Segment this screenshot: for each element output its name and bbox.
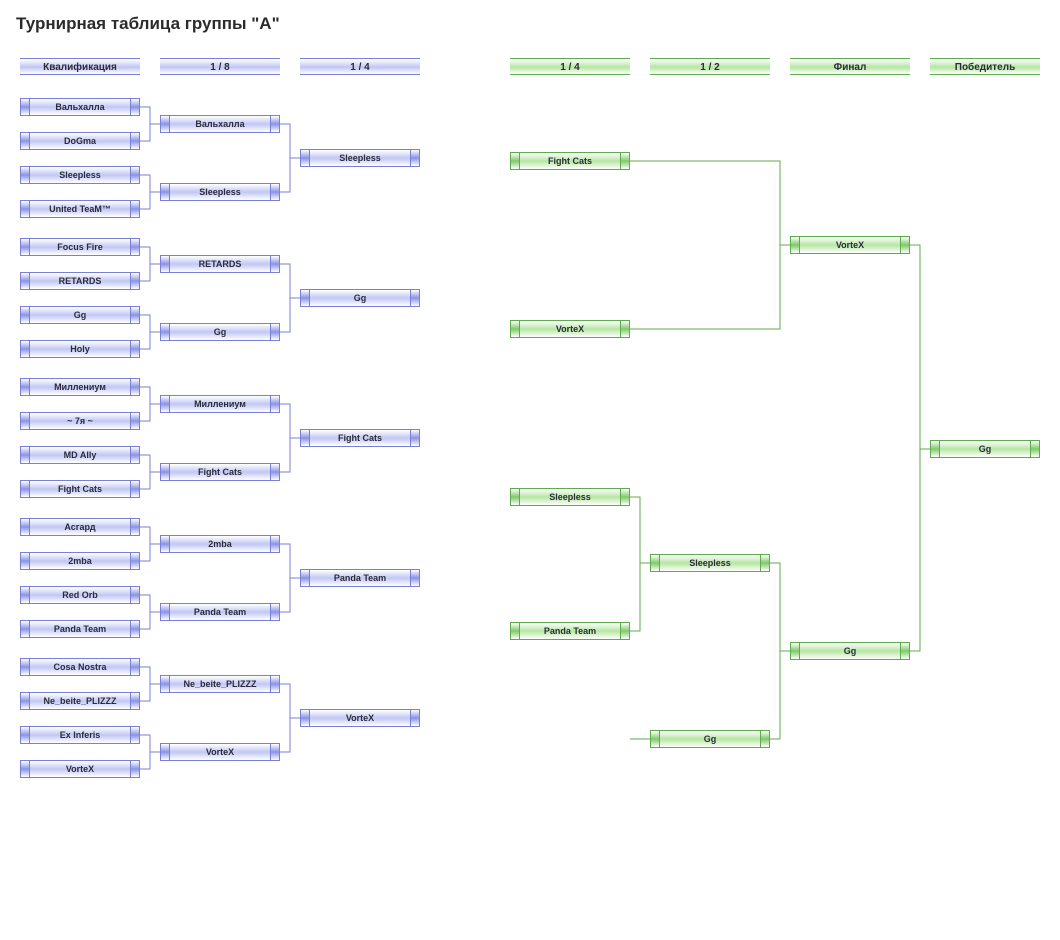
bracket-node-label: Panda Team	[170, 607, 270, 617]
round-header: Финал	[790, 58, 910, 75]
bracket-node-r8-1[interactable]: Gg	[300, 289, 420, 307]
bracket-node-label: Вальхалла	[30, 102, 130, 112]
bracket-node-qf-1[interactable]: VorteX	[510, 320, 630, 338]
bracket-node-label: Асгард	[30, 522, 130, 532]
bracket-node-label: Sleepless	[30, 170, 130, 180]
bracket-node-label: Ne_beite_PLIZZZ	[30, 696, 130, 706]
bracket-node-label: RETARDS	[30, 276, 130, 286]
bracket-node-label: Sleepless	[660, 558, 760, 568]
bracket-node-qf-2[interactable]: Sleepless	[510, 488, 630, 506]
bracket-node-qual-0-3[interactable]: United TeaM™	[20, 200, 140, 218]
bracket-node-sf-1[interactable]: Gg	[650, 730, 770, 748]
bracket-node-r16-4-0[interactable]: Ne_beite_PLIZZZ	[160, 675, 280, 693]
round-header: Победитель	[930, 58, 1040, 75]
bracket-node-qual-1-1[interactable]: RETARDS	[20, 272, 140, 290]
bracket-node-qual-2-0[interactable]: Миллениум	[20, 378, 140, 396]
bracket-node-label: Fight Cats	[170, 467, 270, 477]
bracket-node-label: Fight Cats	[30, 484, 130, 494]
bracket-node-final-1[interactable]: Gg	[790, 642, 910, 660]
bracket-node-label: Gg	[800, 646, 900, 656]
bracket-node-label: Panda Team	[520, 626, 620, 636]
bracket-node-qual-0-2[interactable]: Sleepless	[20, 166, 140, 184]
round-header: Квалификация	[20, 58, 140, 75]
bracket-node-label: Focus Fire	[30, 242, 130, 252]
bracket-node-label: Gg	[660, 734, 760, 744]
bracket-node-label: United TeaM™	[30, 204, 130, 214]
round-header: 1 / 4	[510, 58, 630, 75]
bracket-node-r8-0[interactable]: Sleepless	[300, 149, 420, 167]
round-header: 1 / 2	[650, 58, 770, 75]
bracket-node-final-0[interactable]: VorteX	[790, 236, 910, 254]
bracket-node-label: Holy	[30, 344, 130, 354]
bracket-node-qual-3-2[interactable]: Red Orb	[20, 586, 140, 604]
bracket-node-r16-3-0[interactable]: 2mba	[160, 535, 280, 553]
bracket-node-qual-3-3[interactable]: Panda Team	[20, 620, 140, 638]
bracket-node-label: Panda Team	[310, 573, 410, 583]
bracket-node-qual-4-0[interactable]: Cosa Nostra	[20, 658, 140, 676]
bracket-node-label: 2mba	[170, 539, 270, 549]
round-header: 1 / 4	[300, 58, 420, 75]
bracket-node-qual-1-2[interactable]: Gg	[20, 306, 140, 324]
bracket-node-label: Gg	[310, 293, 410, 303]
bracket-node-qual-2-1[interactable]: ~ 7я ~	[20, 412, 140, 430]
bracket-node-qual-3-1[interactable]: 2mba	[20, 552, 140, 570]
bracket-node-label: 2mba	[30, 556, 130, 566]
bracket-node-qual-1-3[interactable]: Holy	[20, 340, 140, 358]
bracket-node-label: Миллениум	[30, 382, 130, 392]
bracket-node-r16-2-1[interactable]: Fight Cats	[160, 463, 280, 481]
bracket-node-label: Вальхалла	[170, 119, 270, 129]
bracket-node-label: Sleepless	[170, 187, 270, 197]
bracket-node-label: Sleepless	[520, 492, 620, 502]
bracket-node-label: Ne_beite_PLIZZZ	[170, 679, 270, 689]
bracket-node-r8-3[interactable]: Panda Team	[300, 569, 420, 587]
bracket-node-qual-4-1[interactable]: Ne_beite_PLIZZZ	[20, 692, 140, 710]
bracket-node-qual-1-0[interactable]: Focus Fire	[20, 238, 140, 256]
bracket-node-r16-0-0[interactable]: Вальхалла	[160, 115, 280, 133]
bracket-node-label: Red Orb	[30, 590, 130, 600]
bracket-connectors	[0, 0, 1060, 940]
bracket-node-label: Cosa Nostra	[30, 662, 130, 672]
bracket-node-label: ~ 7я ~	[30, 416, 130, 426]
bracket-node-label: VorteX	[170, 747, 270, 757]
bracket-node-qual-4-3[interactable]: VorteX	[20, 760, 140, 778]
bracket-node-qual-4-2[interactable]: Ex Inferis	[20, 726, 140, 744]
bracket-node-label: MD Ally	[30, 450, 130, 460]
bracket-node-label: Panda Team	[30, 624, 130, 634]
bracket-node-r8-4[interactable]: VorteX	[300, 709, 420, 727]
bracket-node-r8-2[interactable]: Fight Cats	[300, 429, 420, 447]
bracket-node-qf-0[interactable]: Fight Cats	[510, 152, 630, 170]
bracket-node-qual-0-0[interactable]: Вальхалла	[20, 98, 140, 116]
bracket-node-winner[interactable]: Gg	[930, 440, 1040, 458]
bracket-node-r16-2-0[interactable]: Миллениум	[160, 395, 280, 413]
bracket-node-label: Gg	[30, 310, 130, 320]
bracket-node-r16-4-1[interactable]: VorteX	[160, 743, 280, 761]
bracket-node-r16-3-1[interactable]: Panda Team	[160, 603, 280, 621]
bracket-node-label: VorteX	[30, 764, 130, 774]
bracket-node-r16-1-1[interactable]: Gg	[160, 323, 280, 341]
bracket-node-qual-3-0[interactable]: Асгард	[20, 518, 140, 536]
bracket-node-label: Gg	[940, 444, 1030, 454]
bracket-node-label: DoGma	[30, 136, 130, 146]
bracket-node-label: Sleepless	[310, 153, 410, 163]
bracket-node-label: VorteX	[520, 324, 620, 334]
bracket-node-label: Fight Cats	[520, 156, 620, 166]
bracket-node-label: RETARDS	[170, 259, 270, 269]
bracket-node-qual-2-2[interactable]: MD Ally	[20, 446, 140, 464]
bracket-node-qual-0-1[interactable]: DoGma	[20, 132, 140, 150]
bracket-node-label: Ex Inferis	[30, 730, 130, 740]
bracket-node-r16-0-1[interactable]: Sleepless	[160, 183, 280, 201]
bracket-node-label: Миллениум	[170, 399, 270, 409]
bracket-node-qf-3[interactable]: Panda Team	[510, 622, 630, 640]
bracket-node-label: Fight Cats	[310, 433, 410, 443]
bracket-node-label: VorteX	[800, 240, 900, 250]
bracket-node-r16-1-0[interactable]: RETARDS	[160, 255, 280, 273]
bracket-node-qual-2-3[interactable]: Fight Cats	[20, 480, 140, 498]
round-header: 1 / 8	[160, 58, 280, 75]
bracket-node-sf-0[interactable]: Sleepless	[650, 554, 770, 572]
bracket-node-label: VorteX	[310, 713, 410, 723]
bracket-node-label: Gg	[170, 327, 270, 337]
